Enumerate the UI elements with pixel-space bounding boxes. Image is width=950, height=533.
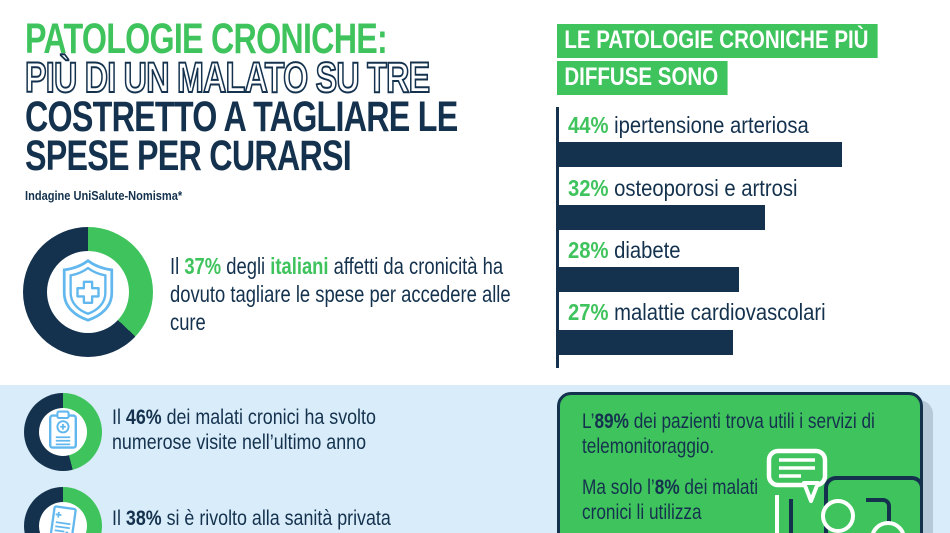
title-block: PATOLOGIE CRONICHE: PIÙ DI UN MALATO SU …: [24, 15, 545, 204]
bar-category-2: osteoporosi e artrosi: [614, 175, 798, 201]
bar-diabete: [559, 267, 740, 292]
page-title-line4: SPESE PER CURARSI: [25, 132, 352, 180]
telebox-p2-rest: dei malati cronici li utilizza: [582, 476, 759, 524]
shield-cross-icon: [60, 258, 116, 327]
bar-label-cardiovascolari: 27% malattie cardiovascolari: [568, 299, 826, 325]
bar-category-3: diabete: [614, 237, 681, 263]
survey-source-note: Indagine UniSalute-Nomisma*: [25, 188, 183, 203]
donut-inner-circle: [39, 408, 87, 456]
telebox-p1-rest: dei pazienti trova utili i servizi di te…: [582, 410, 875, 458]
main-stat-percent: 37%: [184, 253, 222, 279]
page-title-line1: PATOLOGIE CRONICHE:: [25, 15, 388, 63]
telebox-p1-percent: 89%: [594, 410, 629, 433]
bar-category-1: ipertensione arteriosa: [614, 112, 809, 138]
bar-cardiovascolari: [559, 330, 733, 355]
telebox-p2-percent: 8%: [654, 476, 680, 499]
bar-ipertensione: [559, 142, 842, 167]
stat-prefix: Il: [112, 406, 126, 429]
telebox-p2-prefix: Ma solo l’: [582, 476, 655, 499]
main-stat-prefix: Il: [170, 253, 185, 279]
bar-osteoporosi: [559, 205, 765, 230]
bar-value-4: 27%: [568, 299, 609, 325]
bar-chart-axis: [556, 107, 559, 368]
main-stat-highlight: italiani: [270, 253, 329, 279]
bar-label-osteoporosi: 32% osteoporosi e artrosi: [568, 175, 798, 201]
bar-label-ipertensione: 44% ipertensione arteriosa: [568, 112, 809, 138]
main-stat-mid: degli: [221, 253, 271, 279]
bottom-stat-visits: Il 46% dei malati cronici ha svolto nume…: [112, 405, 452, 455]
stat-prefix: Il: [112, 507, 126, 530]
bar-label-diabete: 28% diabete: [568, 237, 681, 263]
bar-value-3: 28%: [568, 237, 609, 263]
donut-chart-46: [24, 393, 102, 471]
page-title-line2: PIÙ DI UN MALATO SU TRE: [24, 54, 431, 102]
donut-chart-37: [23, 227, 153, 357]
bar-category-4: malattie cardiovascolari: [614, 299, 826, 325]
telebox-paragraph-1: L’89% dei pazienti trova utili i servizi…: [582, 409, 910, 459]
stat-rest: si è rivolto alla sanità privata: [161, 507, 391, 530]
donut-inner-circle: [39, 502, 87, 533]
telemonitoring-box: L’89% dei pazienti trova utili i servizi…: [557, 392, 923, 533]
telebox-paragraph-2: Ma solo l’8% dei malati cronici li utili…: [582, 475, 791, 525]
right-header-line1: LE PATOLOGIE CRONICHE PIÙ: [557, 24, 878, 58]
main-stat-text: Il 37% degli italiani affetti da cronici…: [170, 252, 518, 336]
right-header-line2: DIFFUSE SONO: [557, 61, 728, 95]
clipboard-icon: [47, 410, 79, 455]
main-stat-rest: affetti da cronicità ha dovuto tagliare …: [170, 253, 511, 335]
bottom-stat-private: Il 38% si è rivolto alla sanità privata: [112, 506, 452, 531]
donut-inner-circle: [47, 251, 129, 333]
bar-value-2: 32%: [568, 175, 609, 201]
stat-percent: 38%: [125, 507, 162, 530]
document-pen-icon: [45, 504, 81, 533]
telebox-p1-prefix: L’: [582, 410, 595, 433]
stat-rest: dei malati cronici ha svolto numerose vi…: [112, 406, 376, 454]
page-title-line3: COSTRETTO A TAGLIARE LE: [25, 93, 458, 141]
bar-value-1: 44%: [568, 112, 609, 138]
telemonitoring-icon: [760, 447, 920, 533]
right-panel-header: LE PATOLOGIE CRONICHE PIÙ DIFFUSE SONO: [557, 24, 948, 98]
stat-percent: 46%: [125, 406, 162, 429]
